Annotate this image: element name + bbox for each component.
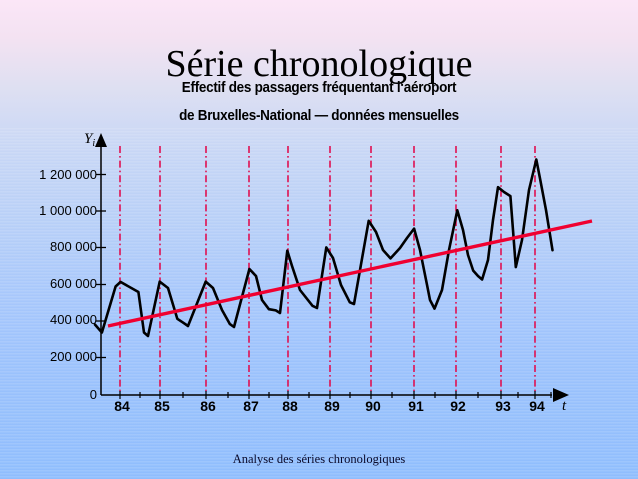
svg-text:93: 93 xyxy=(495,398,511,414)
svg-text:94: 94 xyxy=(529,398,545,414)
svg-text:200 000: 200 000 xyxy=(50,349,97,364)
svg-text:0: 0 xyxy=(90,387,97,402)
svg-text:400 000: 400 000 xyxy=(50,312,97,327)
svg-text:t: t xyxy=(562,398,567,414)
svg-text:87: 87 xyxy=(243,398,259,414)
svg-text:Yi: Yi xyxy=(84,131,95,149)
svg-text:800 000: 800 000 xyxy=(50,239,97,254)
svg-text:86: 86 xyxy=(200,398,216,414)
svg-text:92: 92 xyxy=(450,398,466,414)
svg-text:91: 91 xyxy=(408,398,424,414)
svg-text:1 000 000: 1 000 000 xyxy=(39,203,97,218)
svg-text:1 200 000: 1 200 000 xyxy=(39,167,97,182)
svg-text:88: 88 xyxy=(282,398,298,414)
svg-text:600 000: 600 000 xyxy=(50,276,97,291)
svg-text:90: 90 xyxy=(365,398,381,414)
svg-text:84: 84 xyxy=(114,398,130,414)
svg-text:89: 89 xyxy=(324,398,340,414)
svg-text:85: 85 xyxy=(154,398,170,414)
